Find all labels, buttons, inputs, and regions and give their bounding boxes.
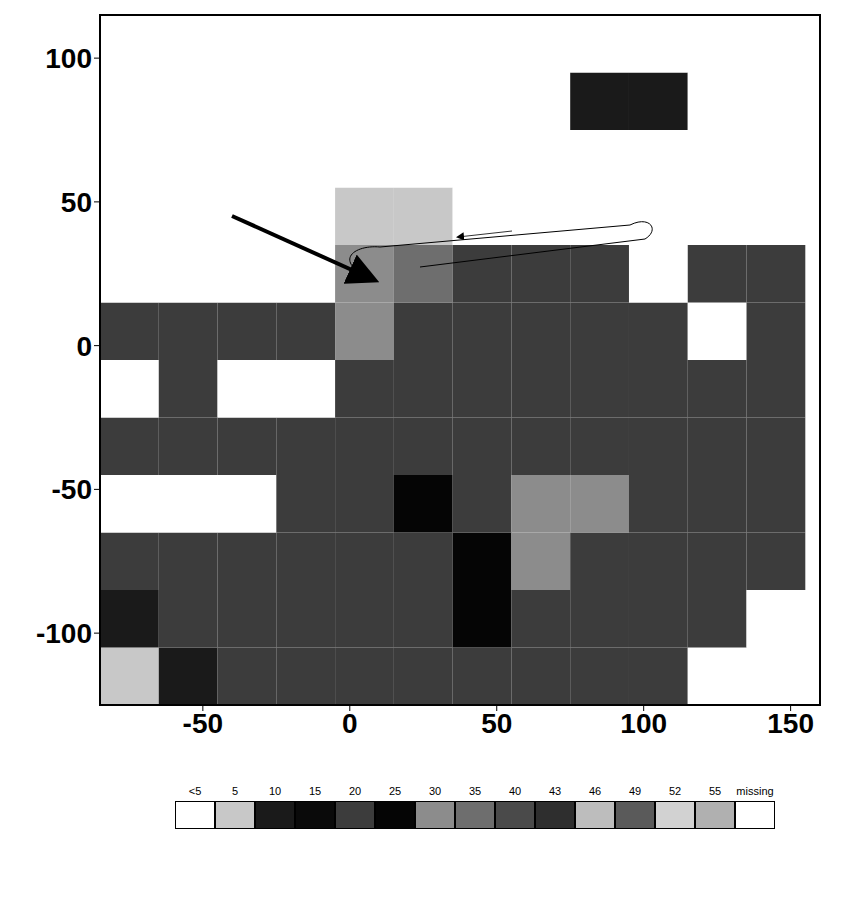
html-text:49: 49 (628, 785, 642, 797)
html-text:55: 55 (708, 785, 722, 797)
svg-text:150: 150 (767, 708, 814, 739)
html-text:20: 20 (348, 785, 362, 797)
html-text:missing: missing (736, 785, 774, 797)
html-text:43: 43 (548, 785, 562, 797)
html-text:25: 25 (388, 785, 402, 797)
html-text:52: 52 (668, 785, 682, 797)
svg-text:50: 50 (61, 187, 92, 218)
html-text:10: 10 (268, 785, 282, 797)
html-text:35: 35 (468, 785, 482, 797)
svg-text:-50: -50 (183, 708, 223, 739)
html-text:<5: <5 (188, 785, 202, 797)
svg-text:50: 50 (481, 708, 512, 739)
svg-text:100: 100 (620, 708, 667, 739)
svg-text:0: 0 (342, 708, 358, 739)
html-text:15: 15 (308, 785, 322, 797)
svg-text:-100: -100 (36, 618, 92, 649)
svg-text:0: 0 (76, 331, 92, 362)
html-text:30: 30 (428, 785, 442, 797)
html-text:46: 46 (588, 785, 602, 797)
svg-text:-50: -50 (52, 474, 92, 505)
html-text:5: 5 (231, 785, 239, 797)
svg-text:100: 100 (45, 43, 92, 74)
html-text:40: 40 (508, 785, 522, 797)
